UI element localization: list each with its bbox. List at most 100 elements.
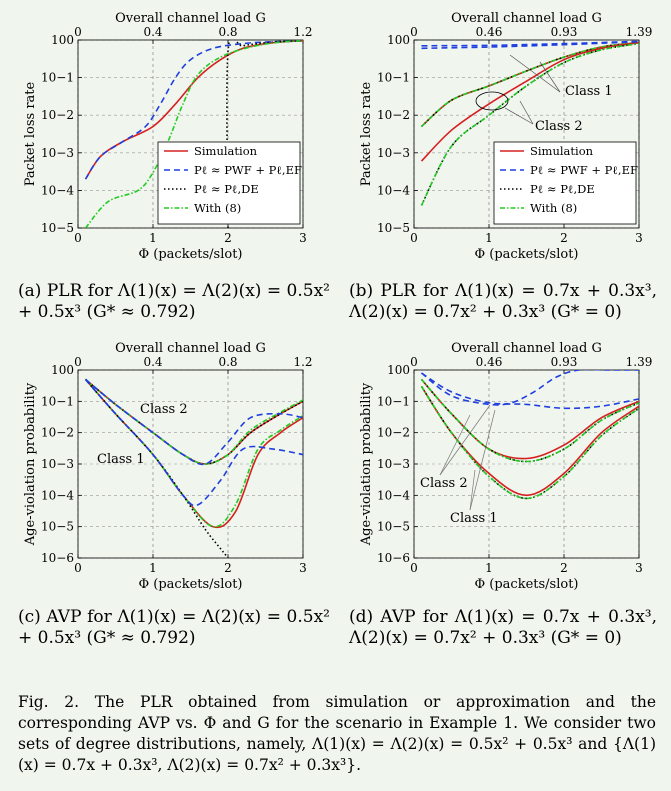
series-group [84,378,303,558]
top-tick-label: 0.93 [551,25,578,39]
y-tick-label: 10−2 [377,426,410,440]
legend-box [493,141,637,225]
plot-frame [77,39,304,229]
x-tick-label: 0 [410,231,418,245]
y-tick-label: 10−4 [377,183,410,197]
x-tick-label: 2 [224,231,232,245]
annotation-ellipse [475,91,509,111]
top-tick-label: 0.8 [218,25,237,39]
series-line [421,372,639,410]
chart-c-svg: 0 1 2 3 0 0.4 0.8 1.2 10−6 10−5 10−4 10−3 10−2 10−1 10… [23,341,313,592]
y-tick-label: 10−1 [41,71,74,85]
x-tick-label: 3 [635,231,643,245]
legend-box [157,141,301,225]
annotation-arrow [469,469,476,511]
y-tick-label: 10−3 [377,146,410,160]
y-axis-label: Packet loss rate [359,81,374,186]
legend-label: Simulation [530,144,594,158]
x-tick-label: 3 [299,561,307,575]
legend-label: Pℓ ≈ Pℓ,DE [530,182,595,196]
x-tick-label: 1 [149,231,157,245]
series-line [420,41,639,128]
y-tick-label: 10−4 [41,488,74,502]
y-tick-label: 10−2 [377,108,410,122]
top-tick-label: 1.2 [293,25,312,39]
y-axis-label: Packet loss rate [23,81,38,186]
y-tick-label: 100 [51,33,74,47]
y-tick-label: 10−1 [377,71,410,85]
chart-a-svg: 0 1 2 3 0 0.4 0.8 1.2 10−5 10−4 10−3 10−2 10−1 100 Φ (… [23,11,313,262]
y-tick-label: 10−3 [41,457,74,471]
x-tick-label: 2 [224,561,232,575]
y-tick-label: 10−2 [41,426,74,440]
chart-panel-d: 0 1 2 3 0 0.46 0.93 1.39 10−6 10−5 10−4 10−3 10−2 10−… [336,330,671,600]
x-tick-label: 1 [485,561,493,575]
series-line [421,370,639,406]
top-tick-label: 0.46 [476,355,503,369]
y-tick-label: 10−3 [41,146,74,160]
legend-label: Simulation [194,144,258,158]
subcaption-c: (c) AVP for Λ(1)(x) = Λ(2)(x) = 0.5x² + … [18,607,330,648]
y-tick-label: 10−5 [377,221,410,235]
y-axis-label: Age-violation probability [359,382,374,546]
y-tick-label: 10−2 [41,108,74,122]
y-tick-label: 10−5 [41,520,74,534]
annotation-arrow [519,100,534,125]
top-tick-label: 0.93 [551,355,578,369]
x-tick-label: 0 [410,561,418,575]
chart-panel-b: 0 1 2 3 0 0.46 0.93 1.39 10−5 10−4 10−3 10−2 10−1 100… [336,0,671,270]
top-tick-label: 0 [410,355,418,369]
annotation-arrow [469,409,496,511]
x-tick-label: 2 [560,231,568,245]
annotation-arrow [439,414,471,476]
top-tick-label: 1.39 [626,355,653,369]
series-line [84,378,303,507]
chart-panel-c: 0 1 2 3 0 0.4 0.8 1.2 10−6 10−5 10−4 10−3 10−2 10−1 10… [0,330,335,600]
x-tick-label: 0 [74,231,82,245]
series-line [420,385,639,500]
annotation-label: Class 2 [420,476,468,491]
x-tick-label: 3 [635,561,643,575]
subcaption-d: (d) AVP for Λ(1)(x) = 0.7x + 0.3x³, Λ(2)… [349,607,657,648]
y-tick-label: 10−3 [377,457,410,471]
y-tick-label: 100 [387,363,410,377]
chart-panel-a: 0 1 2 3 0 0.4 0.8 1.2 10−5 10−4 10−3 10−2 10−1 100 Φ (… [0,0,335,270]
top-axis-label: Overall channel load G [115,11,266,26]
x-axis-label: Φ (packets/slot) [138,247,242,262]
series-line [421,40,639,47]
x-tick-label: 2 [560,561,568,575]
legend-label: Pℓ ≈ Pℓ,DE [194,182,259,196]
chart-d-svg: 0 1 2 3 0 0.46 0.93 1.39 10−6 10−5 10−4 10−3 10−2 10−… [359,341,653,592]
series-group [420,370,639,500]
legend-label: With (8) [530,201,577,215]
series-line [420,41,639,162]
annotation-label: Class 1 [97,452,145,467]
series-line [420,42,639,206]
annotation-arrow [539,61,561,93]
series-group [420,40,639,206]
series-line [420,378,639,463]
x-tick-label: 3 [299,231,307,245]
top-tick-label: 0 [410,25,418,39]
series-line [84,378,303,466]
annotation-label: Class 2 [535,119,583,134]
legend-label: Pℓ ≈ PWF + Pℓ,EF [530,163,638,177]
top-axis-label: Overall channel load G [451,11,602,26]
series-line [84,378,229,558]
y-tick-label: 100 [387,33,410,47]
figure-caption: Fig. 2. The PLR obtained from simulation… [18,693,656,774]
top-tick-label: 0.8 [218,355,237,369]
subcaption-a: (a) PLR for Λ(1)(x) = Λ(2)(x) = 0.5x² + … [18,281,330,322]
legend-label: With (8) [194,201,241,215]
y-tick-label: 10−1 [41,394,74,408]
top-axis-label: Overall channel load G [451,341,602,356]
x-tick-label: 0 [74,561,82,575]
y-tick-label: 10−1 [377,394,410,408]
y-tick-label: 10−5 [41,221,74,235]
x-axis-label: Φ (packets/slot) [138,577,242,592]
x-axis-label: Φ (packets/slot) [474,577,578,592]
annotation-arrow [509,54,561,93]
series-line [420,41,639,128]
y-tick-label: 10−4 [41,183,74,197]
legend-label: Pℓ ≈ PWF + Pℓ,EF [194,163,302,177]
